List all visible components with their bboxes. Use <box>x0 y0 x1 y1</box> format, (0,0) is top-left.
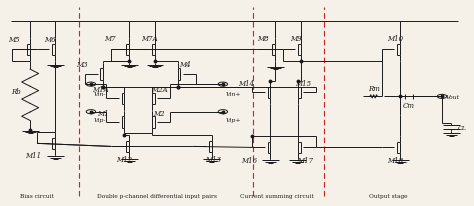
Text: Vip-: Vip- <box>93 118 106 123</box>
Text: Vip+: Vip+ <box>225 118 241 123</box>
Text: Current summing circuit: Current summing circuit <box>240 193 314 198</box>
Text: M5: M5 <box>9 36 20 44</box>
Text: M18: M18 <box>387 156 403 164</box>
Text: M2A: M2A <box>151 86 168 94</box>
Text: M17: M17 <box>297 156 313 164</box>
Text: M1A: M1A <box>92 86 109 94</box>
Text: M3: M3 <box>76 60 87 68</box>
Text: M1: M1 <box>97 109 109 117</box>
Text: M12: M12 <box>116 155 132 163</box>
Text: M2: M2 <box>154 109 165 117</box>
Text: M15: M15 <box>295 80 311 88</box>
Text: M4: M4 <box>179 60 191 68</box>
Text: Output stage: Output stage <box>369 193 407 198</box>
Text: M9: M9 <box>290 35 302 43</box>
Text: M7A: M7A <box>142 35 158 43</box>
Text: M13: M13 <box>205 155 221 163</box>
Text: M14: M14 <box>238 80 255 88</box>
Text: Vin-: Vin- <box>93 91 106 96</box>
Text: CL: CL <box>457 125 466 130</box>
Text: M10: M10 <box>387 35 403 43</box>
Text: M7: M7 <box>104 35 116 43</box>
Text: Rb: Rb <box>11 87 21 95</box>
Text: Vin+: Vin+ <box>225 91 241 96</box>
Text: Double p-channel differential input pairs: Double p-channel differential input pair… <box>97 193 217 198</box>
Text: Rm: Rm <box>368 85 380 93</box>
Text: M11: M11 <box>26 151 42 159</box>
Text: M8: M8 <box>257 35 269 43</box>
Text: Bias circuit: Bias circuit <box>20 193 54 198</box>
Text: Vout: Vout <box>446 94 460 99</box>
Text: M6: M6 <box>44 36 56 44</box>
Text: M16: M16 <box>241 156 257 164</box>
Text: Cm: Cm <box>403 101 415 109</box>
